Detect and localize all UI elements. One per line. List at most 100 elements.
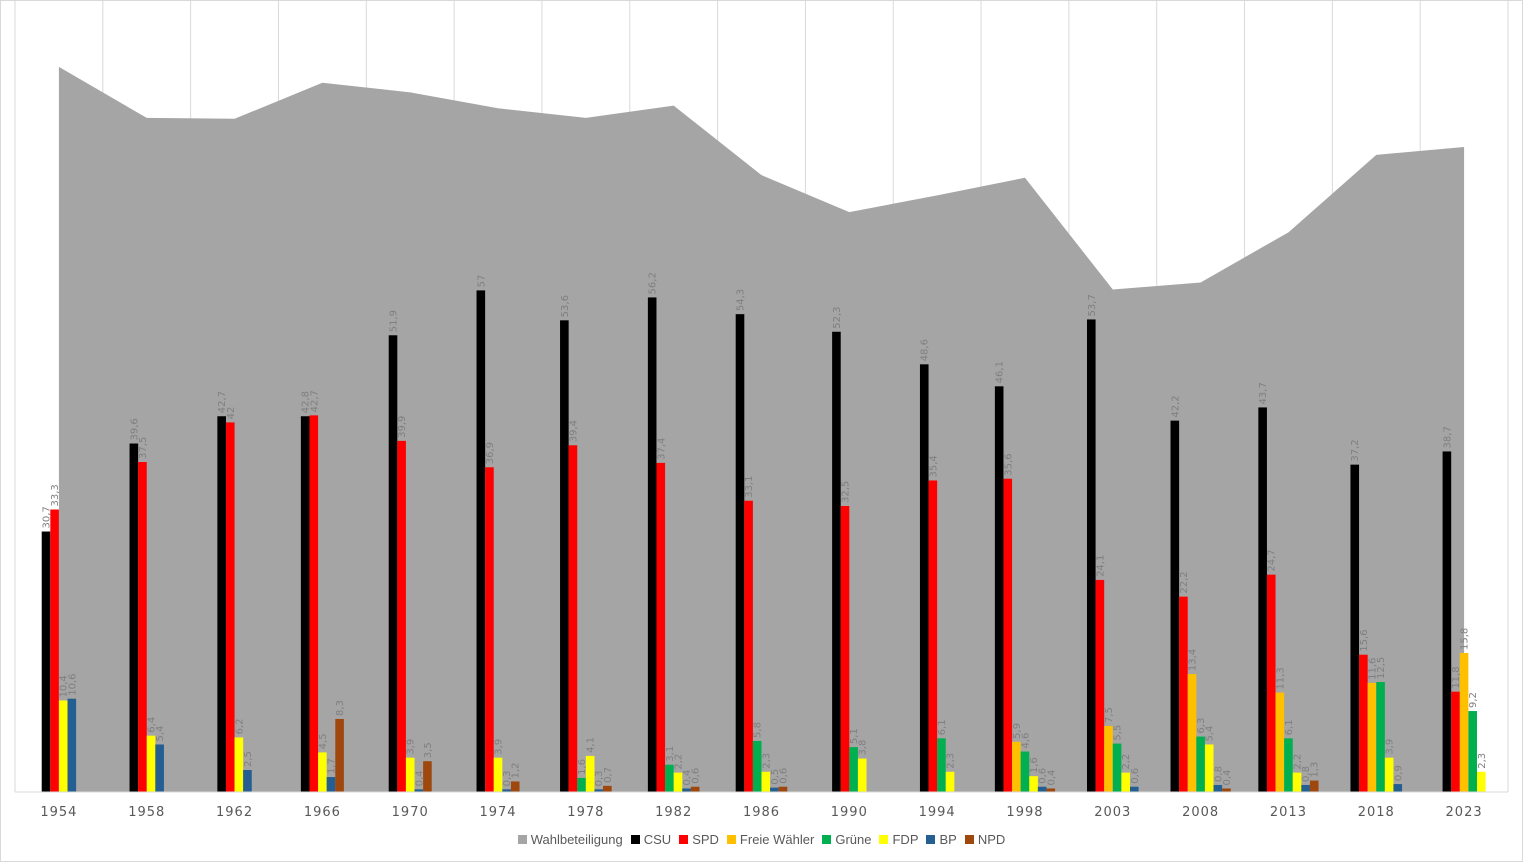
bar-bp-2013 (1301, 784, 1310, 792)
x-tick-label: 1958 (128, 805, 165, 820)
data-label: 4,6 (1020, 733, 1031, 749)
legend-swatch (726, 835, 736, 844)
data-label: 33,1 (744, 475, 755, 497)
x-tick-label: 2018 (1358, 805, 1395, 820)
bar-fdp-1958 (146, 735, 156, 792)
bar-spd-2008 (1179, 596, 1188, 792)
bar-freie-w-hler-2023 (1459, 652, 1469, 792)
bar-csu-1982 (647, 297, 657, 792)
bar-gr-ne-1986 (752, 740, 762, 792)
data-label: 39,6 (129, 418, 140, 440)
data-label: 0,9 (1393, 765, 1404, 781)
data-label: 2,2 (1121, 754, 1132, 770)
data-label: 9,2 (1468, 692, 1479, 708)
data-label: 53,6 (560, 295, 571, 317)
data-label: 8,3 (335, 700, 346, 716)
data-label: 42,8 (301, 391, 312, 413)
bar-bp-1962 (243, 770, 252, 792)
data-label: 0,6 (1038, 768, 1049, 784)
data-label: 48,6 (920, 339, 931, 361)
data-label: 51,9 (389, 310, 400, 332)
bar-gr-ne-2003 (1112, 743, 1122, 792)
bar-fdp-1974 (493, 757, 503, 792)
bar-fdp-2018 (1384, 757, 1394, 792)
data-label: 1,7 (326, 758, 337, 774)
data-label: 10,4 (59, 675, 70, 697)
data-label: 24,1 (1095, 555, 1106, 577)
bar-spd-1986 (744, 500, 753, 792)
bar-bp-1970 (414, 789, 424, 792)
bar-csu-1994 (919, 364, 929, 792)
x-tick-label: 1994 (919, 805, 956, 820)
bar-spd-1954 (50, 509, 59, 792)
legend-label: SPD (692, 832, 719, 847)
data-label: 35,4 (928, 455, 939, 477)
data-label: 22,2 (1179, 571, 1190, 593)
data-label: 2,3 (1477, 753, 1488, 769)
x-tick-label: 1966 (304, 805, 341, 820)
chart-legend: Wahlbeteiligung CSU SPD Freie Wähler Grüne FD… (0, 832, 1523, 847)
bar-bp-1966 (326, 777, 336, 792)
bar-fdp-1954 (58, 700, 68, 792)
data-label: 11,8 (1451, 666, 1462, 688)
data-label: 0,4 (1222, 770, 1233, 786)
bar-npd-1998 (1046, 788, 1056, 792)
bar-freie-w-hler-2018 (1367, 682, 1377, 792)
data-label: 52,3 (832, 306, 843, 328)
bar-fdp-1978 (585, 755, 595, 792)
bar-spd-1994 (928, 480, 938, 792)
data-label: 24,7 (1267, 549, 1278, 571)
data-label: 39,9 (397, 416, 408, 438)
data-label: 4,5 (318, 733, 329, 749)
x-tick-label: 2013 (1270, 805, 1307, 820)
bar-spd-1974 (485, 467, 494, 792)
data-label: 6,2 (234, 719, 245, 735)
bar-fdp-1982 (673, 772, 683, 792)
data-label: 2,2 (673, 754, 684, 770)
x-tick-label: 1982 (655, 805, 692, 820)
data-label: 42,7 (309, 390, 320, 412)
bar-bp-1954 (67, 698, 77, 792)
bar-gr-ne-1990 (849, 747, 858, 792)
legend-swatch (964, 835, 974, 844)
legend-swatch (822, 835, 832, 844)
data-label: 56,2 (648, 272, 659, 294)
bar-fdp-2013 (1292, 772, 1302, 792)
legend-item: Wahlbeteiligung (517, 832, 623, 847)
bar-gr-ne-1982 (665, 764, 674, 792)
x-tick-label: 2008 (1182, 805, 1219, 820)
bar-gr-ne-2008 (1196, 736, 1205, 792)
bar-bp-2008 (1213, 784, 1223, 792)
bar-csu-2008 (1170, 420, 1180, 792)
bar-spd-1958 (138, 462, 147, 792)
bar-csu-2013 (1258, 407, 1267, 792)
bar-spd-1966 (309, 415, 319, 792)
data-label: 3,9 (1385, 739, 1396, 755)
bar-fdp-1966 (318, 752, 327, 792)
bar-fdp-1962 (234, 737, 244, 792)
bar-bp-2003 (1129, 786, 1139, 792)
legend-swatch (630, 835, 640, 844)
data-label: 5,8 (753, 722, 764, 738)
bar-spd-1990 (840, 506, 850, 792)
bar-csu-1962 (217, 416, 226, 792)
data-label: 39,4 (568, 420, 579, 442)
legend-label: CSU (643, 832, 672, 847)
bar-fdp-2003 (1121, 772, 1130, 792)
bar-spd-2018 (1359, 654, 1368, 792)
bar-bp-2018 (1393, 784, 1403, 792)
bar-fdp-1998 (1029, 776, 1038, 792)
bar-gr-ne-1998 (1020, 751, 1030, 792)
bar-npd-2013 (1309, 780, 1319, 792)
bar-freie-w-hler-2013 (1275, 692, 1285, 792)
data-label: 0,8 (1213, 766, 1224, 782)
data-label: 46,1 (995, 361, 1006, 383)
bar-csu-1998 (994, 386, 1004, 792)
data-label: 57 (476, 275, 487, 288)
data-label: 3,8 (858, 740, 869, 756)
data-label: 11,6 (1367, 658, 1378, 680)
data-label: 7,5 (1104, 707, 1115, 723)
data-label: 13,4 (1188, 649, 1199, 671)
data-label: 15,8 (1460, 628, 1471, 650)
bar-npd-1986 (778, 786, 788, 792)
